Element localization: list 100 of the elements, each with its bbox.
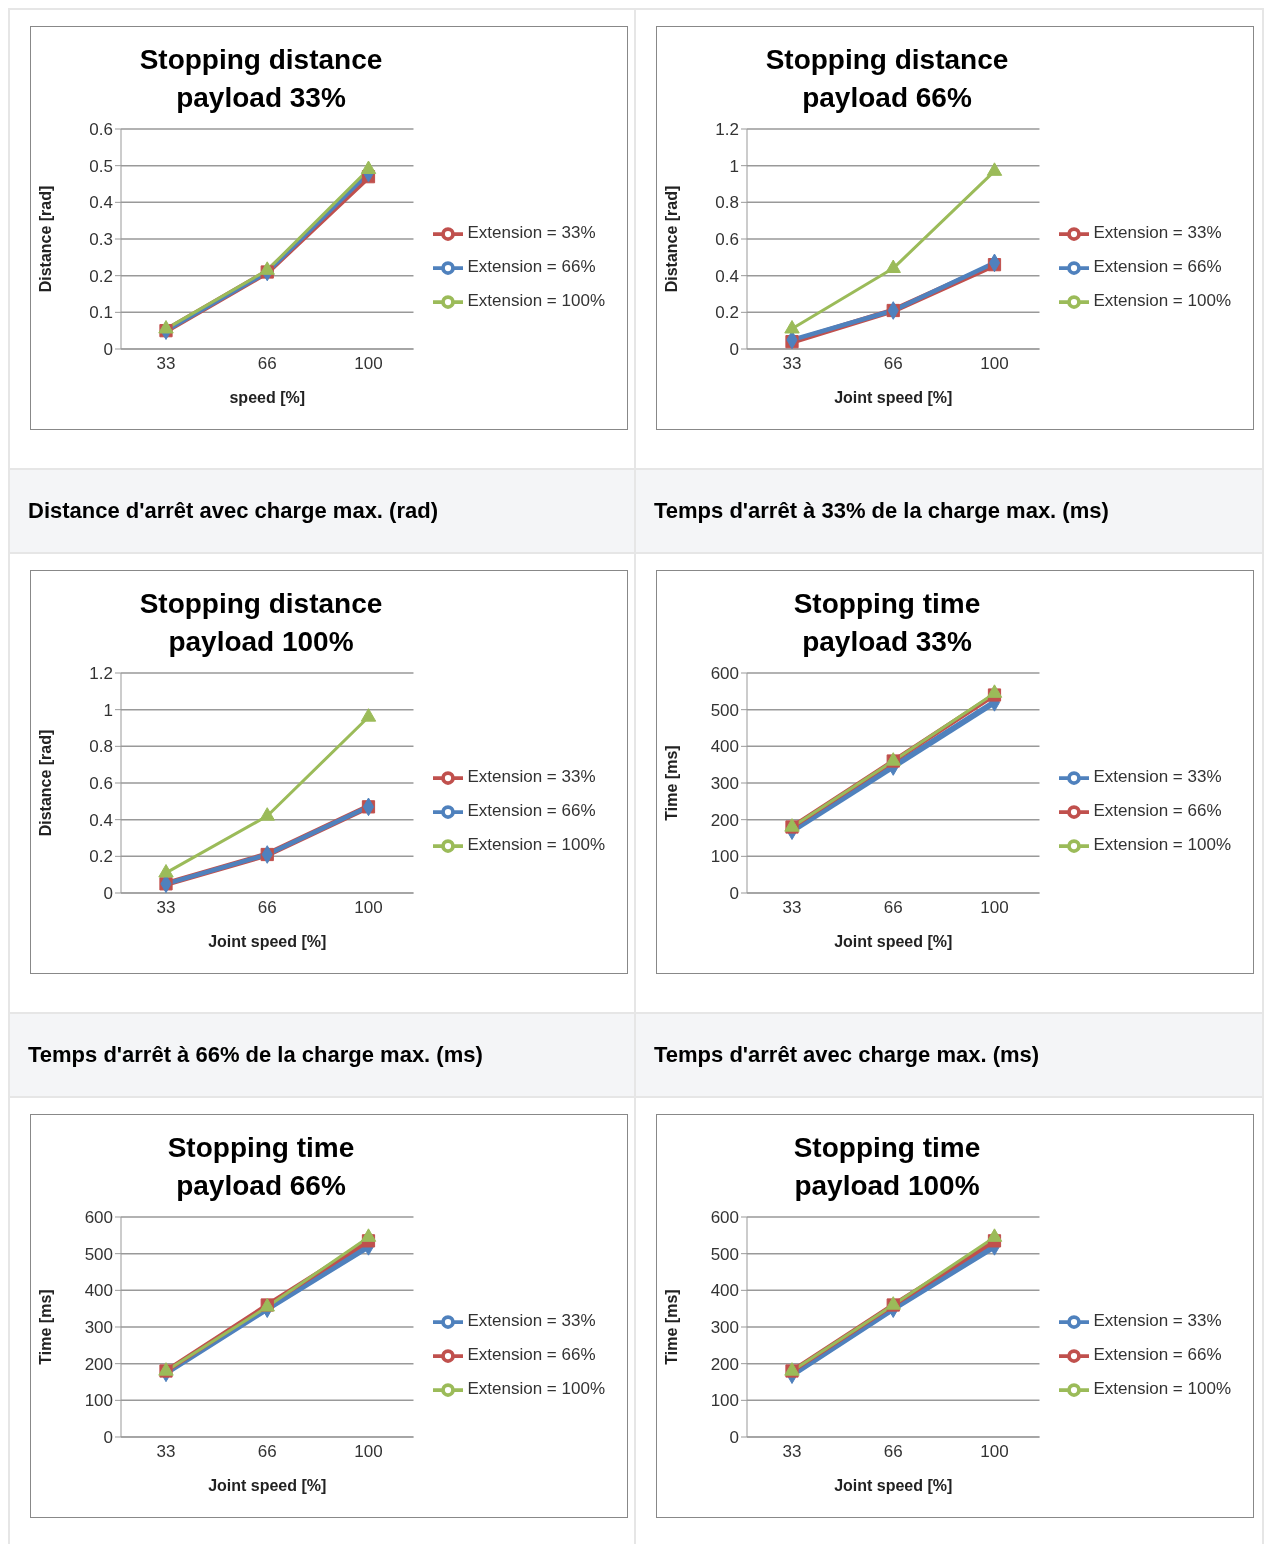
y-tick-label: 1: [103, 700, 113, 720]
y-tick-label: 0: [729, 884, 739, 904]
chart-subtitle: payload 66%: [801, 81, 973, 115]
legend-label: Extension = 100%: [1093, 835, 1231, 854]
y-tick-label: 0.6: [89, 774, 113, 794]
y-tick-label: 0.8: [715, 193, 739, 213]
y-axis-title: Distance [rad]: [36, 729, 54, 837]
x-tick-label: 33: [782, 354, 802, 374]
x-tick-label: 66: [257, 1442, 277, 1462]
y-tick-label: 0.1: [89, 303, 113, 323]
x-tick-label: 33: [782, 1442, 802, 1462]
chart-subtitle: payload 33%: [801, 625, 973, 659]
y-tick-label: 0.6: [89, 120, 113, 140]
legend-label: Extension = 66%: [467, 801, 596, 820]
text: Distance d'arrêt avec charge max. (rad): [10, 468, 634, 554]
chart-subtitle: payload 66%: [175, 1169, 347, 1203]
y-tick-label: 600: [84, 1208, 113, 1228]
legend-label: Extension = 33%: [467, 1311, 596, 1330]
legend-label: Extension = 33%: [1093, 223, 1222, 242]
y-tick-label: 0.2: [715, 303, 739, 323]
x-axis-title: Joint speed [%]: [208, 933, 327, 950]
y-tick-label: 0.5: [89, 156, 113, 176]
x-axis-title: speed [%]: [229, 389, 306, 406]
y-axis-title: Time [ms]: [36, 1289, 54, 1365]
y-tick-label: 0: [729, 340, 739, 360]
legend-label: Extension = 33%: [467, 223, 596, 242]
y-tick-label: 0: [103, 340, 113, 360]
x-tick-label: 100: [980, 1442, 1009, 1462]
y-tick-label: 0.4: [89, 810, 113, 830]
legend-label: Extension = 66%: [467, 1345, 596, 1364]
x-tick-label: 66: [883, 1442, 903, 1462]
y-tick-label: 600: [710, 664, 739, 684]
y-tick-label: 0.2: [89, 847, 113, 867]
legend-label: Extension = 100%: [467, 291, 605, 310]
y-tick-label: 100: [710, 1391, 739, 1411]
y-axis-title: Distance [rad]: [662, 185, 680, 293]
y-tick-label: 400: [710, 1281, 739, 1301]
text: Temps d'arrêt à 33% de la charge max. (ms): [636, 468, 1262, 554]
legend-label: Extension = 66%: [467, 257, 596, 276]
x-tick-label: 33: [782, 898, 802, 918]
y-tick-label: 0: [103, 1428, 113, 1448]
y-tick-label: 300: [84, 1318, 113, 1338]
chart-title: Stopping distance: [138, 43, 384, 77]
y-axis-title: Time [ms]: [662, 1289, 680, 1365]
chart-subtitle: payload 33%: [175, 81, 347, 115]
y-tick-label: 0: [729, 1428, 739, 1448]
y-tick-label: 500: [710, 700, 739, 720]
legend-label: Extension = 100%: [1093, 1379, 1231, 1398]
y-tick-label: 0.4: [715, 266, 739, 286]
y-tick-label: 600: [710, 1208, 739, 1228]
legend-label: Extension = 33%: [1093, 767, 1222, 786]
chart-title: Stopping time: [166, 1131, 356, 1165]
y-axis-title: Distance [rad]: [36, 185, 54, 293]
x-tick-label: 66: [883, 898, 903, 918]
y-tick-label: 1.2: [89, 664, 113, 684]
chart-subtitle: payload 100%: [167, 625, 355, 659]
y-tick-label: 500: [710, 1244, 739, 1264]
x-tick-label: 33: [156, 354, 176, 374]
x-tick-label: 33: [156, 1442, 176, 1462]
y-tick-label: 0.3: [89, 230, 113, 250]
legend-label: Extension = 66%: [1093, 257, 1222, 276]
text: Temps d'arrêt avec charge max. (ms): [636, 1012, 1262, 1098]
y-tick-label: 0.8: [89, 737, 113, 757]
y-tick-label: 500: [84, 1244, 113, 1264]
legend-label: Extension = 100%: [1093, 291, 1231, 310]
chart-title: Stopping time: [792, 1131, 982, 1165]
x-axis-title: Joint speed [%]: [834, 1477, 953, 1494]
x-tick-label: 66: [257, 354, 277, 374]
legend-label: Extension = 33%: [1093, 1311, 1222, 1330]
y-tick-label: 0.2: [89, 266, 113, 286]
chart-title: Stopping distance: [764, 43, 1010, 77]
chart-title: Stopping time: [792, 587, 982, 621]
x-tick-label: 100: [354, 1442, 383, 1462]
x-tick-label: 66: [257, 898, 277, 918]
chart-subtitle: payload 100%: [793, 1169, 981, 1203]
y-tick-label: 0.6: [715, 230, 739, 250]
y-tick-label: 400: [84, 1281, 113, 1301]
y-axis-title: Time [ms]: [662, 745, 680, 821]
legend-label: Extension = 66%: [1093, 1345, 1222, 1364]
y-tick-label: 300: [710, 774, 739, 794]
y-tick-label: 200: [710, 810, 739, 830]
x-tick-label: 100: [980, 898, 1009, 918]
y-tick-label: 100: [710, 847, 739, 867]
y-tick-label: 1: [729, 156, 739, 176]
y-tick-label: 200: [710, 1354, 739, 1374]
legend-label: Extension = 33%: [467, 767, 596, 786]
x-tick-label: 100: [354, 354, 383, 374]
x-axis-title: Joint speed [%]: [834, 933, 953, 950]
y-tick-label: 1.2: [715, 120, 739, 140]
legend-label: Extension = 66%: [1093, 801, 1222, 820]
y-tick-label: 100: [84, 1391, 113, 1411]
x-tick-label: 66: [883, 354, 903, 374]
y-tick-label: 0.4: [89, 193, 113, 213]
y-tick-label: 300: [710, 1318, 739, 1338]
y-tick-label: 400: [710, 737, 739, 757]
x-axis-title: Joint speed [%]: [834, 389, 953, 406]
x-tick-label: 100: [354, 898, 383, 918]
legend-label: Extension = 100%: [467, 1379, 605, 1398]
y-tick-label: 200: [84, 1354, 113, 1374]
chart-title: Stopping distance: [138, 587, 384, 621]
